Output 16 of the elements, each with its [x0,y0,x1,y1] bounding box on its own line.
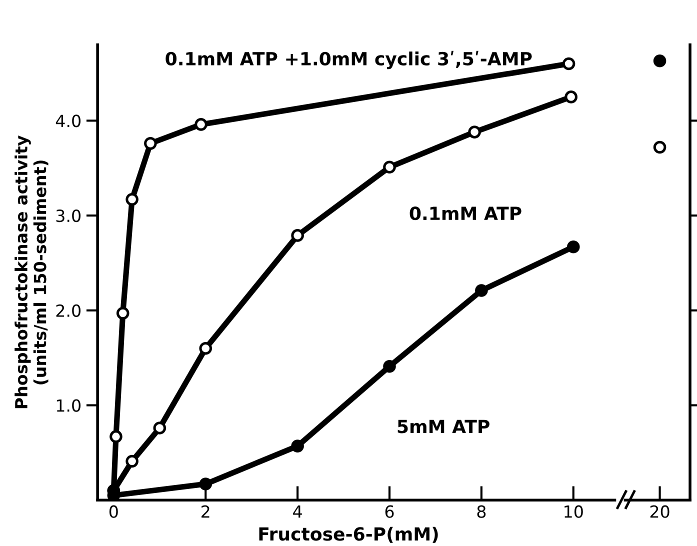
series-label: 0.1mM ATP +1.0mM cyclic 3ʹ,5ʹ-AMP [166,50,532,70]
x-tick-label: 6 [385,505,394,518]
text: 0.1mM ATP [410,206,522,220]
text: 5mM ATP [398,420,490,434]
y-tick-label: 4.0 [56,114,80,128]
x-tick-label: 0 [109,505,118,518]
x-tick-label: 4 [293,506,302,518]
x-tick-label: 8 [477,505,486,518]
x-tick-label: 10 [564,505,583,518]
x-axis-title: Fructose-6-P(mM) [259,526,438,543]
x-tick-label: 20 [650,505,670,518]
y-tick-label: 2.0 [56,304,80,317]
y-axis-title: Phosphofructokinase activity (units/ml 150-sediment) [14,136,48,408]
x-tick-label: 2 [202,505,210,518]
y-tick-label: 1.0 [56,399,80,412]
y-tick-label: 3.0 [56,209,80,222]
